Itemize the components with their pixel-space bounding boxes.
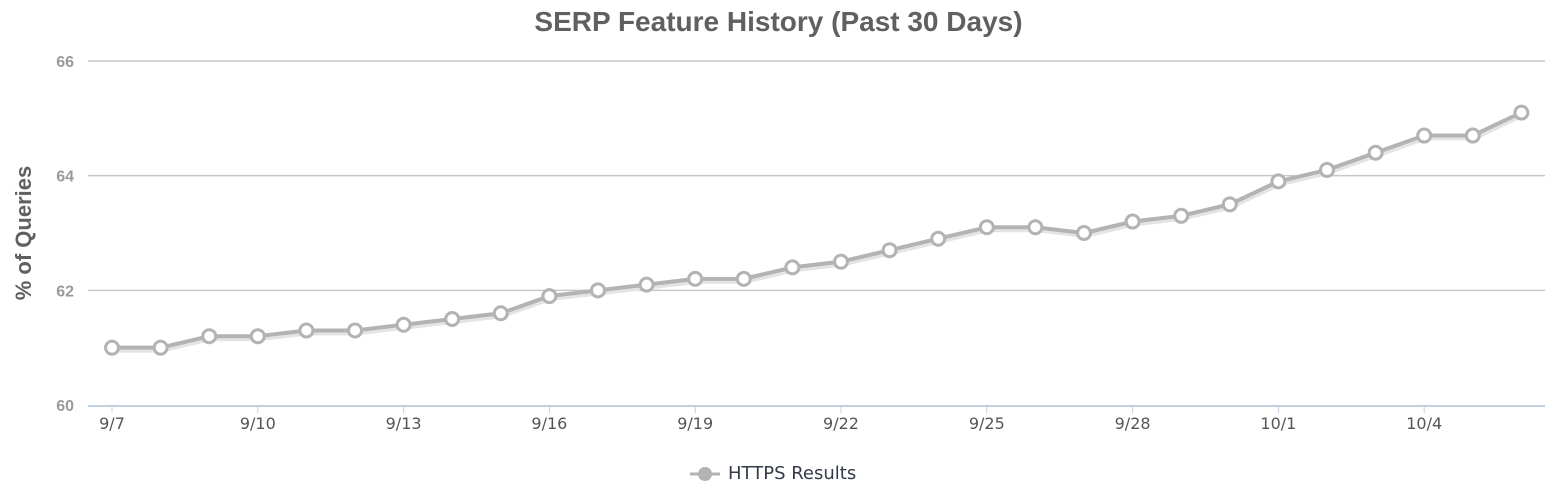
data-point-marker[interactable] (833, 253, 849, 270)
data-point-marker[interactable] (687, 270, 704, 287)
data-point-marker[interactable] (541, 288, 558, 305)
y-tick-label: 62 (56, 283, 74, 300)
data-point-marker[interactable] (249, 328, 266, 345)
data-point-marker[interactable] (1221, 196, 1238, 213)
legend-label: HTTPS Results (728, 463, 857, 484)
data-point-marker[interactable] (298, 322, 315, 339)
data-point-marker[interactable] (881, 242, 898, 259)
y-axis-ticks: 60 62 64 66 (56, 54, 74, 415)
chart-title: SERP Feature History (Past 30 Days) (534, 6, 1023, 37)
data-point-marker[interactable] (492, 305, 509, 322)
x-tick-label: 9/19 (677, 414, 713, 433)
x-tick-label: 10/1 (1260, 414, 1296, 433)
x-tick-label: 9/28 (1115, 414, 1151, 433)
data-point-marker[interactable] (784, 259, 801, 276)
y-tick-label: 64 (56, 169, 74, 186)
data-point-marker[interactable] (444, 311, 461, 327)
series-line (112, 110, 1523, 350)
data-point-marker[interactable] (1464, 127, 1481, 144)
series-line-shadow (113, 113, 1524, 353)
x-tick-label: 9/25 (969, 414, 1005, 433)
x-tick-label: 9/7 (99, 414, 125, 433)
data-point-marker[interactable] (1319, 161, 1335, 178)
data-point-marker[interactable] (930, 230, 947, 247)
data-point-marker[interactable] (1270, 173, 1287, 190)
data-point-marker[interactable] (1367, 144, 1384, 161)
data-point-marker[interactable] (347, 322, 363, 339)
data-point-marker[interactable] (1076, 225, 1092, 241)
data-point-marker[interactable] (735, 270, 752, 287)
x-axis: 9/7 9/10 9/13 9/16 9/19 9/22 9/25 9/28 10/1 10/4 (88, 405, 1545, 433)
x-tick-label: 9/10 (240, 414, 276, 433)
data-point-marker[interactable] (590, 282, 606, 299)
x-tick-label: 9/13 (386, 414, 422, 433)
data-point-marker[interactable] (1513, 104, 1530, 121)
data-point-marker[interactable] (201, 328, 218, 345)
y-tick-label: 66 (56, 54, 74, 71)
data-point-marker[interactable] (1124, 213, 1141, 230)
x-tick-label: 9/22 (823, 414, 859, 433)
data-point-marker[interactable] (152, 339, 169, 356)
x-tick-label: 9/16 (531, 414, 567, 433)
legend-item-https-results[interactable]: HTTPS Results (690, 463, 856, 484)
data-point-marker[interactable] (1416, 127, 1433, 144)
data-point-marker[interactable] (978, 219, 995, 236)
data-point-marker[interactable] (1173, 207, 1190, 224)
data-point-marker[interactable] (638, 276, 655, 293)
y-tick-label: 60 (56, 398, 74, 415)
x-tick-label: 10/4 (1406, 414, 1442, 433)
data-point-marker[interactable] (1027, 219, 1044, 236)
data-point-marker[interactable] (395, 316, 412, 333)
legend-line-marker-icon (690, 466, 720, 481)
data-point-marker[interactable] (104, 339, 120, 356)
series-https-results[interactable] (104, 104, 1530, 356)
